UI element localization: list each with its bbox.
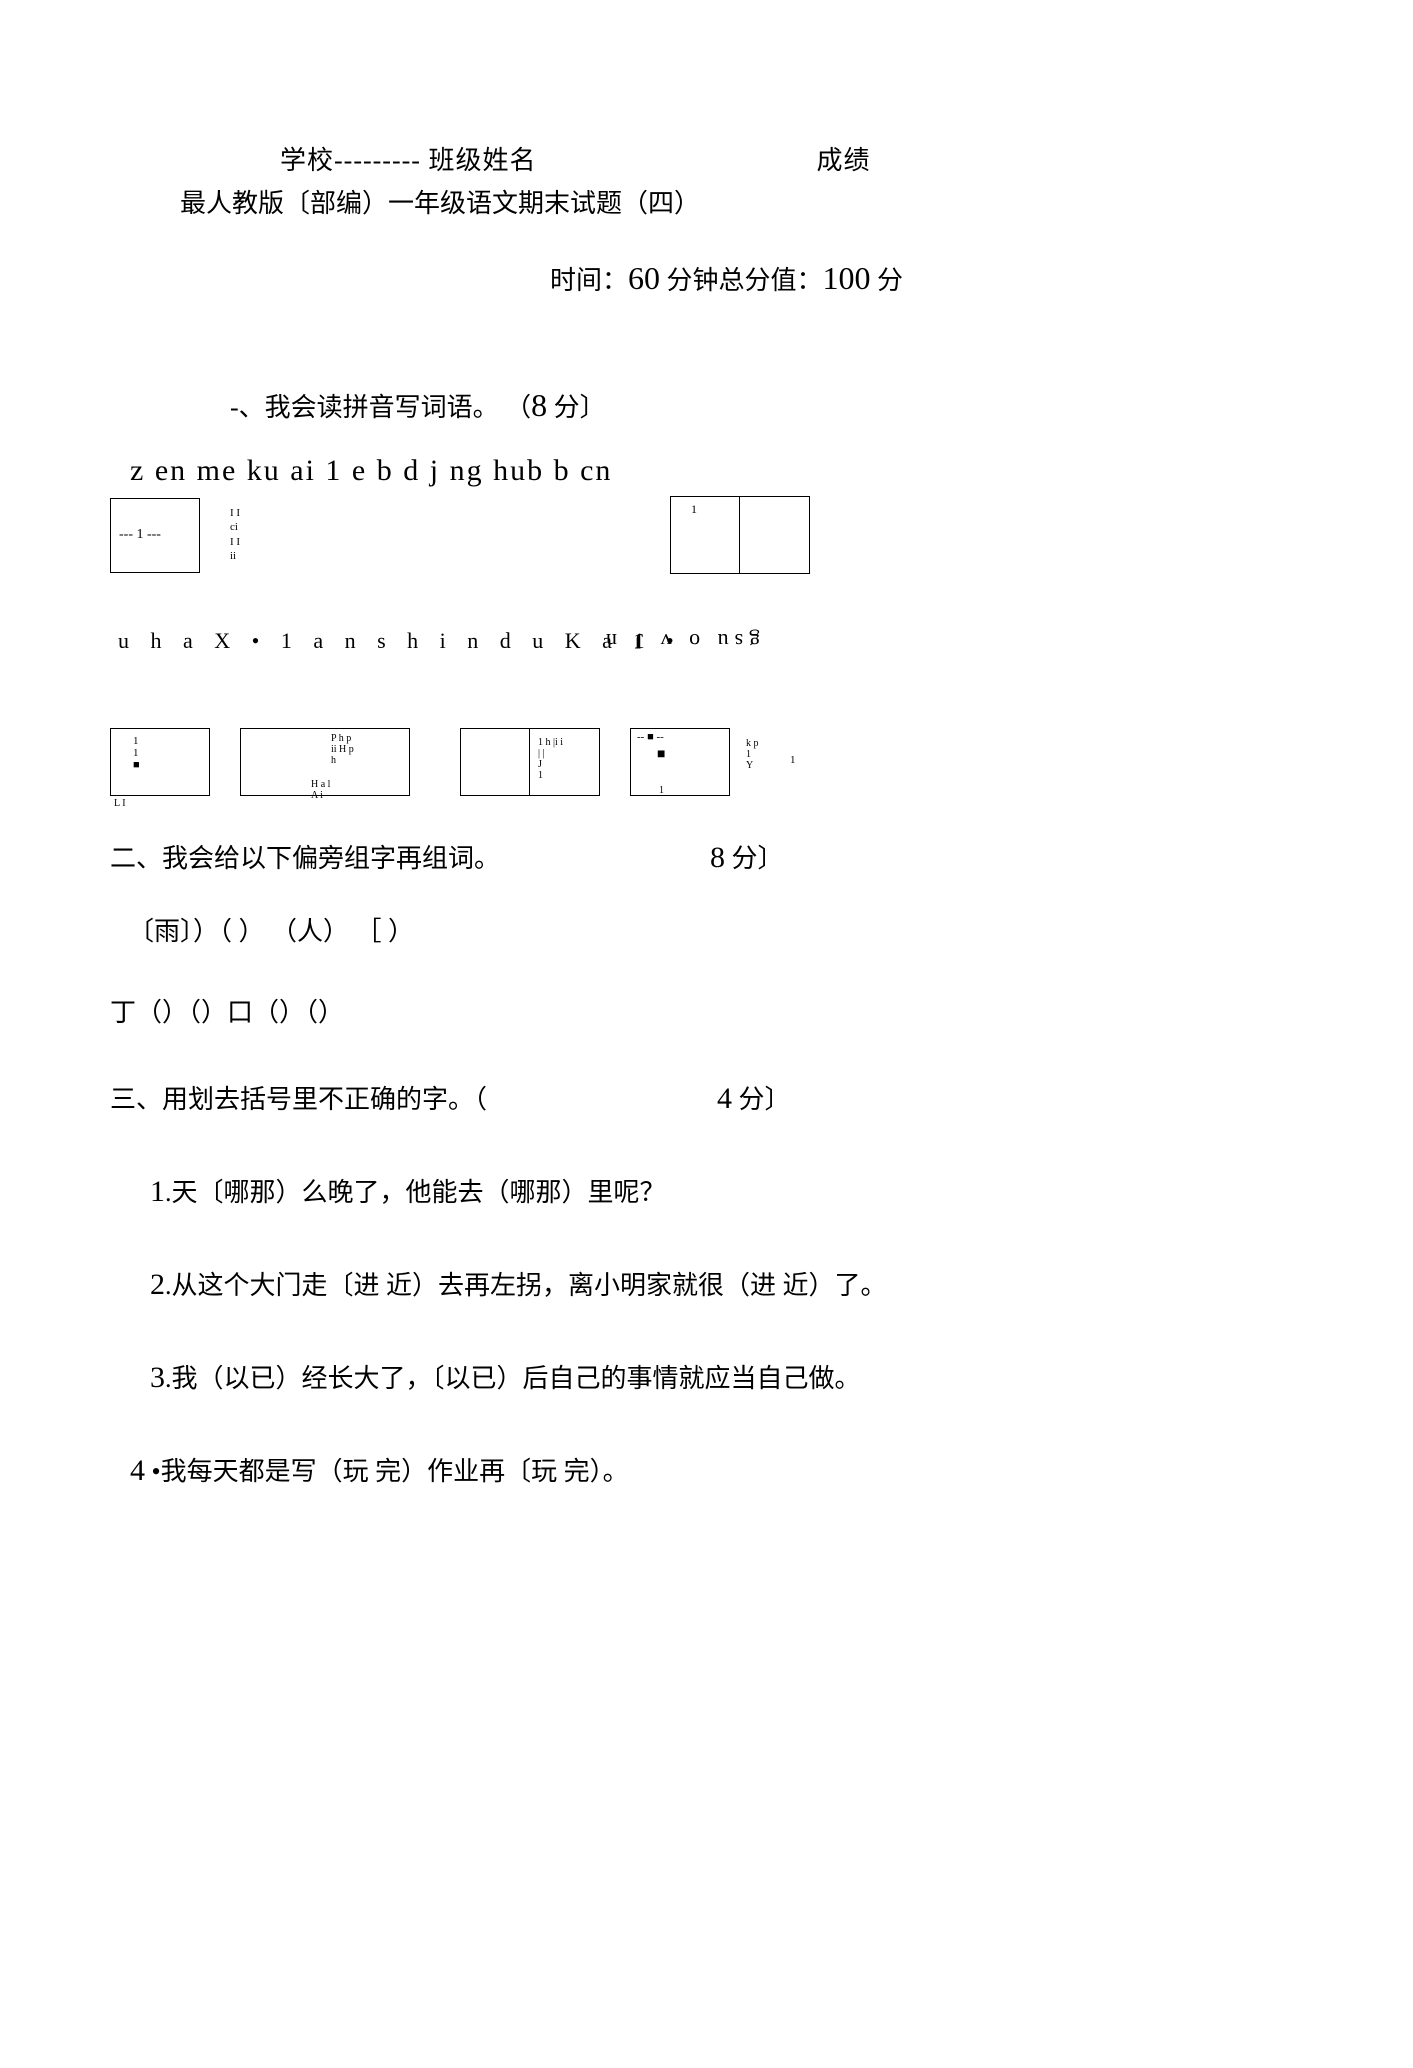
answer-box: 1 [670, 496, 740, 574]
answer-boxes-row-2: 1 1 ■ L I P h p ii H p h H a l A i 1 h |… [110, 728, 1303, 808]
q4-number: 4 [130, 1454, 145, 1487]
answer-box: 1 1 ■ [110, 728, 210, 796]
box-text: P h p ii H p h [331, 733, 354, 766]
q3-text: .我（以已）经长大了，〔以已）后自己的事情就应当自己做。 [165, 1364, 861, 1393]
question-1: 1.天〔哪那）么晚了，他能去（哪那）里呢？ [150, 1172, 1303, 1209]
box-text: 1 h |i i | | J 1 [538, 737, 563, 781]
scatter-text: 1 [790, 754, 796, 766]
rotated-text-right: gsu o v J n [600, 628, 760, 654]
section1-points: 8 [531, 387, 547, 423]
time-prefix: 时间： [550, 266, 628, 295]
question-2: 2.从这个大门走〔进 近）去再左拐，离小明家就很（进 近）了。 [150, 1265, 1303, 1302]
q1-text: .天〔哪那）么晚了，他能去（哪那）里呢？ [165, 1178, 666, 1207]
q3-number: 3 [150, 1361, 165, 1394]
q4-text: •我每天都是写（玩 完）作业再〔玩 完）。 [145, 1457, 629, 1486]
rotated-text-left: u h a X • 1 a n s h i n d u K a 1 • [118, 628, 682, 654]
q2-text: .从这个大门走〔进 近）去再左拐，离小明家就很（进 近）了。 [165, 1271, 887, 1300]
class-name-label: 班级姓名 [428, 146, 536, 175]
box-text: -- ■ -- [637, 731, 664, 743]
box-text: ■ [657, 747, 665, 762]
section3-title-row: 三、用划去括号里不正确的字。（ 4 分〕 [110, 1079, 1303, 1116]
time-minutes: 60 [628, 260, 660, 296]
timing-line: 时间：60 分钟总分值：100 分 [550, 260, 1303, 297]
dashes: --------- [334, 146, 421, 175]
box-text: 1 [691, 503, 697, 516]
scatter-text: k p 1 Y [746, 738, 759, 771]
box-text: 1 1 ■ [133, 735, 140, 771]
box-text: --- 1 --- [119, 527, 161, 542]
rotated-pinyin-row: u h a X • 1 a n s h i n d u K a 1 • gsu … [110, 628, 1303, 668]
section3-suffix: 分〕 [732, 1085, 791, 1114]
section3-points: 4 [717, 1082, 732, 1115]
pinyin-line-1: z en me ku ai 1 e b d j ng hub b cn [130, 454, 1303, 488]
answer-box: -- ■ -- ■ 1 [630, 728, 730, 796]
scatter-text: I I ci I I ii [230, 506, 240, 563]
q1-number: 1 [150, 1175, 165, 1208]
q2-number: 2 [150, 1268, 165, 1301]
question-4: 4 •我每天都是写（玩 完）作业再〔玩 完）。 [130, 1451, 1303, 1488]
answer-box [740, 496, 810, 574]
answer-box: --- 1 --- [110, 498, 200, 573]
section2-line2: 丁（）（）口（）（） [110, 992, 1303, 1029]
score-label: 成绩 [816, 146, 870, 175]
section1-suffix: 分〕 [547, 393, 606, 422]
question-3: 3.我（以已）经长大了，〔以已）后自己的事情就应当自己做。 [150, 1358, 1303, 1395]
answer-box: 1 h |i i | | J 1 [530, 728, 600, 796]
section2-title-row: 二、我会给以下偏旁组字再组词。 8 分〕 [110, 838, 1303, 875]
section1-title: -、我会读拼音写词语。 （8 分〕 [230, 387, 1303, 424]
school-label: 学校 [280, 146, 334, 175]
answer-box: P h p ii H p h H a l A i [240, 728, 410, 796]
section2-line1: 〔雨〕）（ ） （人） ［ ） [128, 911, 1303, 948]
answer-boxes-row-1: --- 1 --- I I ci I I ii 1 [110, 498, 1303, 588]
exam-title: 最人教版〔部编）一年级语文期末试题（四） [180, 183, 1303, 220]
scatter-text: L I [114, 798, 126, 809]
box-text: H a l A i [311, 779, 330, 801]
section2-title: 二、我会给以下偏旁组字再组词。 [110, 844, 500, 873]
time-suffix: 分 [871, 266, 904, 295]
section1-prefix: -、我会读拼音写词语。 （ [230, 393, 531, 422]
section2-points: 8 [710, 841, 725, 874]
time-total: 100 [823, 260, 871, 296]
section3-title: 三、用划去括号里不正确的字。（ [110, 1085, 487, 1114]
answer-box [460, 728, 530, 796]
header-line-1: 学校--------- 班级姓名 成绩 [280, 140, 1303, 177]
section2-suffix: 分〕 [725, 844, 784, 873]
time-mid: 分钟总分值： [660, 266, 823, 295]
box-text: 1 [659, 785, 664, 796]
